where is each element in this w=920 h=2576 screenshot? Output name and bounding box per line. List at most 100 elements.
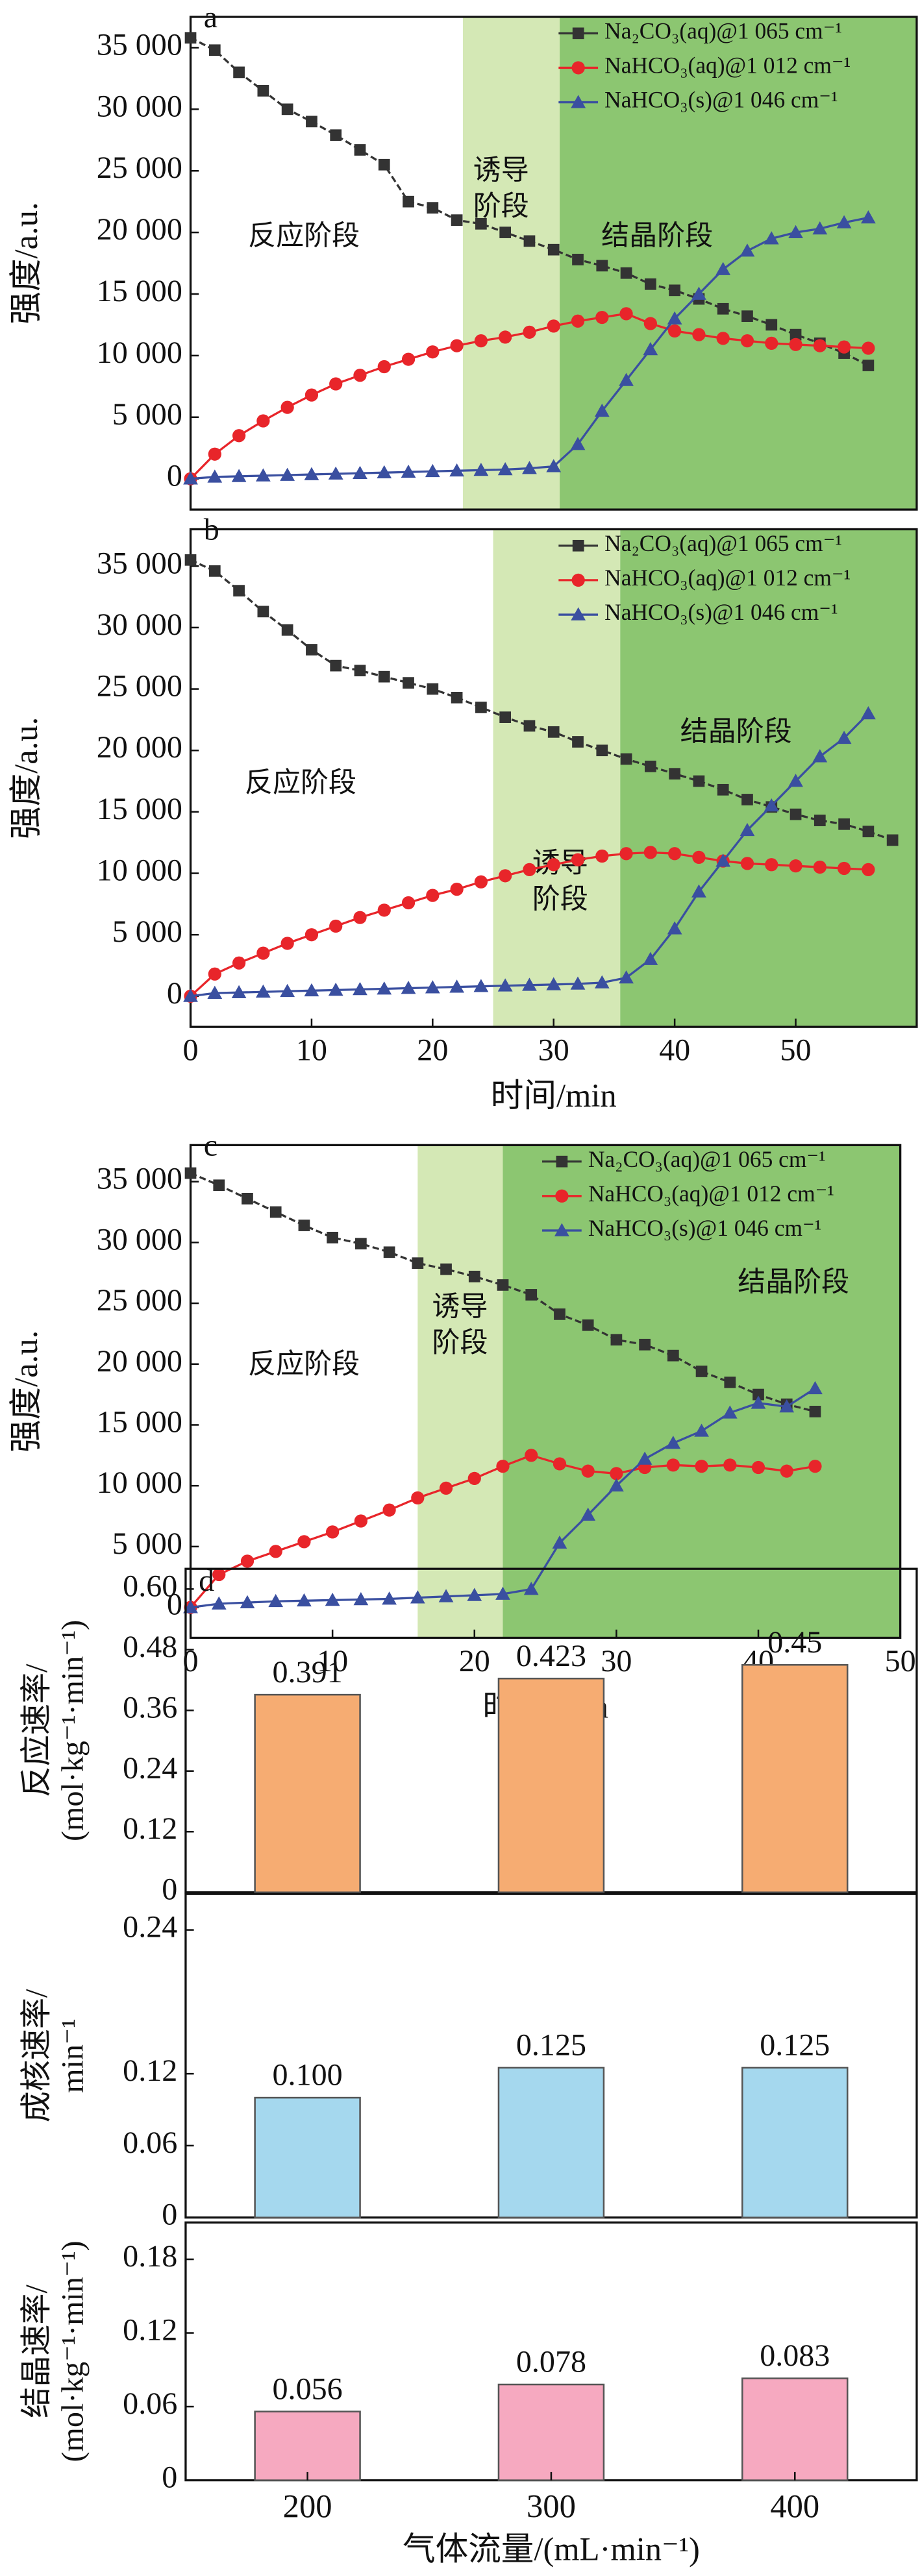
data-point: [619, 373, 634, 386]
legend-marker: [571, 573, 585, 587]
series-line: [190, 1171, 815, 1413]
data-point: [297, 1535, 311, 1549]
data-point: [377, 903, 391, 917]
data-point: [475, 217, 487, 230]
data-point: [780, 1464, 793, 1478]
data-point: [620, 267, 632, 279]
data-point: [377, 360, 391, 374]
y-tick-label: 35 000: [97, 27, 182, 62]
data-point: [571, 853, 585, 866]
data-point: [401, 352, 416, 366]
data-point: [808, 1460, 822, 1473]
data-point: [427, 683, 439, 695]
y-tick-label: 0.48: [123, 1630, 177, 1664]
bar: [254, 2410, 361, 2481]
data-point: [764, 798, 779, 812]
data-point: [473, 979, 489, 992]
y-tick-label: 0.18: [123, 2239, 177, 2274]
data-point: [474, 875, 488, 889]
data-point: [242, 1192, 253, 1205]
data-point: [467, 1588, 482, 1601]
y-tick-label: 35 000: [97, 546, 182, 580]
data-point: [281, 103, 293, 116]
data-point: [496, 1460, 510, 1473]
data-point: [377, 981, 392, 995]
data-point: [751, 1395, 766, 1409]
data-point: [580, 1507, 596, 1521]
data-point: [297, 1593, 312, 1607]
data-point: [695, 1366, 708, 1377]
bar: [741, 1663, 849, 1893]
data-point: [497, 978, 513, 992]
data-point: [694, 1423, 709, 1437]
x-tick-label: 400: [770, 2488, 819, 2525]
data-point: [812, 749, 828, 763]
stage-label: 反应阶段: [248, 1349, 360, 1380]
y-axis-label: 强度/a.u.: [8, 1331, 44, 1453]
data-point: [525, 1449, 538, 1462]
data-point: [667, 921, 682, 935]
data-point: [596, 260, 608, 272]
data-point: [378, 158, 390, 171]
y-tick-label: 5 000: [112, 1527, 182, 1561]
bar: [741, 2067, 849, 2218]
data-point: [691, 884, 706, 898]
value-label: 0.45: [767, 1625, 822, 1660]
y-tick-label: 20 000: [97, 1344, 182, 1379]
data-point: [280, 400, 294, 414]
stage-label: 阶段: [532, 885, 588, 915]
y-tick-label: 0.06: [123, 2126, 177, 2160]
data-point: [741, 310, 753, 323]
data-point: [255, 984, 271, 998]
stage-region: [462, 17, 560, 510]
x-tick-label: 20: [459, 1644, 490, 1678]
data-point: [411, 1491, 425, 1505]
bar: [254, 2096, 361, 2218]
data-point: [450, 339, 464, 352]
data-point: [523, 1582, 539, 1595]
y-tick-label: 0: [162, 1872, 177, 1907]
data-point: [595, 849, 609, 863]
x-tick-label: 300: [527, 2488, 576, 2525]
data-point: [412, 1257, 424, 1270]
data-point: [233, 585, 245, 596]
data-point: [552, 1535, 567, 1549]
data-point: [860, 210, 876, 224]
legend-marker: [571, 61, 585, 75]
data-point: [572, 736, 584, 748]
y-axis-label: 强度/a.u.: [8, 717, 44, 839]
data-point: [354, 144, 366, 156]
data-point: [595, 310, 609, 325]
data-point: [643, 317, 657, 330]
data-point: [426, 345, 440, 359]
data-point: [695, 1460, 708, 1473]
stage-region: [503, 1145, 901, 1638]
data-point: [353, 1592, 369, 1606]
y-tick-label: 0.12: [123, 1811, 177, 1846]
data-point: [582, 1319, 594, 1331]
data-point: [449, 979, 464, 993]
stage-label: 反应阶段: [245, 767, 356, 798]
stage-label: 诱导: [432, 1292, 488, 1322]
data-point: [619, 307, 633, 321]
data-point: [717, 783, 729, 796]
panel-label: c: [204, 1128, 218, 1162]
data-point: [639, 1338, 651, 1351]
data-point: [426, 889, 440, 902]
data-point: [813, 860, 827, 874]
data-point: [620, 753, 632, 765]
x-tick-label: 50: [885, 1644, 916, 1678]
data-point: [594, 403, 610, 417]
data-point: [255, 468, 271, 482]
data-point: [353, 369, 367, 382]
data-point: [724, 1376, 736, 1388]
data-point: [644, 278, 656, 290]
data-point: [751, 1460, 765, 1475]
data-point: [208, 967, 221, 981]
stage-region: [560, 17, 917, 510]
y-tick-label: 0: [162, 2198, 177, 2232]
data-point: [740, 334, 754, 348]
data-point: [231, 469, 247, 482]
data-point: [788, 774, 803, 787]
